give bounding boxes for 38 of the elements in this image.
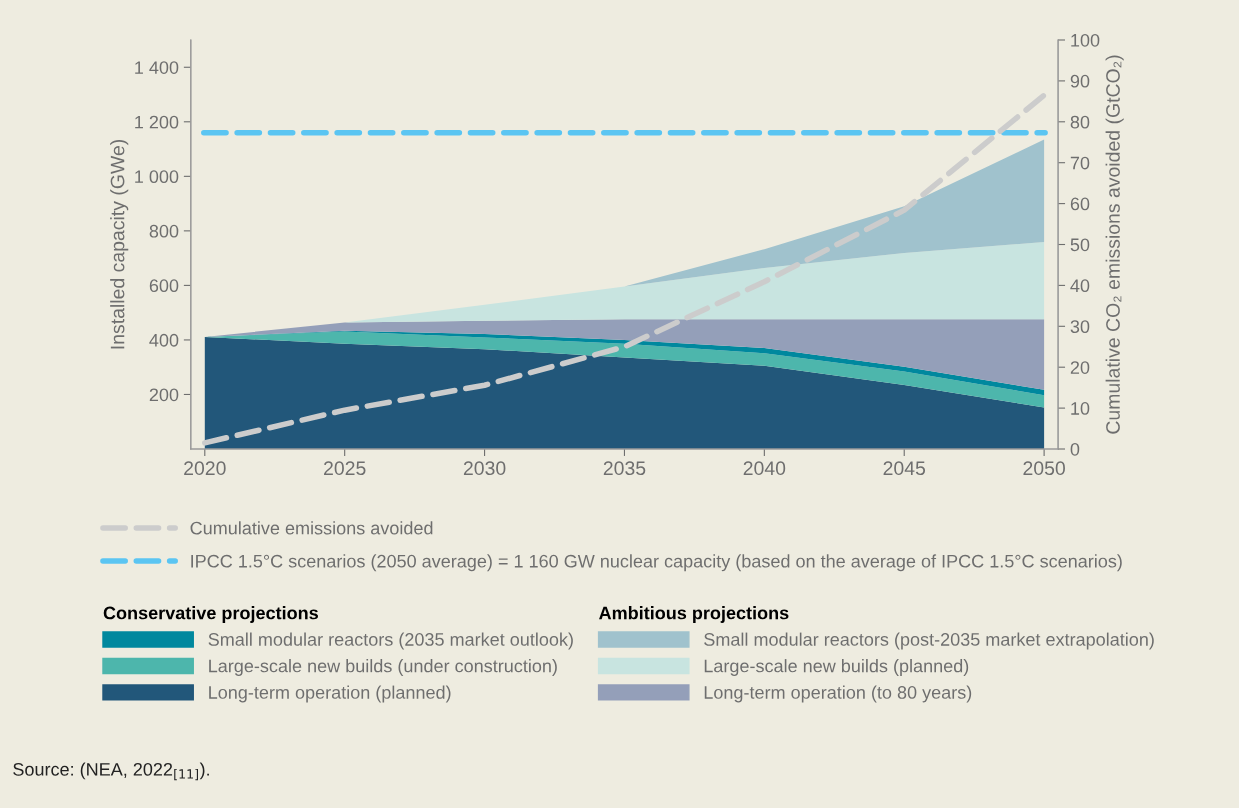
y2-tick-label: 30 — [1070, 320, 1090, 334]
y2-axis-title: Cumulative CO₂ emissions avoided (GtCO₂) — [1105, 55, 1124, 434]
y-tick-label: 800 — [149, 224, 179, 238]
y-tick-label: 1 000 — [135, 170, 179, 184]
y2-tick-label: 70 — [1070, 156, 1090, 170]
x-tick-label: 2050 — [1023, 461, 1065, 476]
legend-label: Large-scale new builds (planned) — [704, 659, 969, 676]
legend-label: Cumulative emissions avoided — [190, 521, 433, 535]
y2-tick-label: 60 — [1070, 197, 1090, 211]
y2-tick-label: 0 — [1070, 442, 1080, 456]
legend-label: Small modular reactors (2035 market outlook) — [208, 632, 573, 650]
y-tick-label: 1 200 — [135, 115, 179, 129]
y-tick-label: 400 — [149, 333, 179, 347]
x-tick-label: 2030 — [463, 461, 506, 476]
y2-tick-label: 10 — [1071, 402, 1090, 415]
x-tick-label: 2040 — [743, 461, 786, 476]
y2-tick-label: 90 — [1070, 74, 1090, 88]
y2-tick-label: 40 — [1070, 279, 1090, 293]
y-axis-title: Installed capacity (GWe) — [110, 139, 129, 349]
source-note: Source: (NEA, 2022$_{[11]}$). — [13, 762, 209, 781]
legend-label: Large-scale new builds (under construction) — [209, 659, 557, 676]
x-tick-label: 2025 — [324, 461, 366, 476]
x-tick-label: 2035 — [603, 461, 646, 476]
y-tick-label: 1 400 — [135, 61, 179, 74]
text: Conservative projections — [103, 606, 318, 623]
x-tick-label: 2045 — [883, 461, 926, 476]
y-tick-label: 200 — [149, 388, 179, 402]
x-tick-label: 2020 — [184, 461, 226, 476]
legend-label: Long-term operation (planned) — [209, 685, 451, 703]
y2-tick-label: 80 — [1070, 115, 1090, 129]
legend-label: Small modular reactors (post-2035 market extrapolation) — [704, 632, 1154, 650]
text: Ambitious projections — [599, 606, 789, 623]
y2-tick-label: 50 — [1070, 238, 1090, 252]
y2-tick-label: 20 — [1070, 361, 1090, 374]
legend-label: Long-term operation (to 80 years) — [704, 685, 972, 703]
y-tick-label: 600 — [149, 279, 179, 293]
legend-label: IPCC 1.5°C scenarios (2050 average) = 1 160 GW nuclear capacity (based on the average of IPCC 1.5°C scenarios) — [191, 554, 1122, 572]
y2-tick-label: 100 — [1071, 33, 1100, 47]
